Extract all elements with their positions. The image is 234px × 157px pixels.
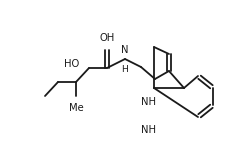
Text: OH: OH bbox=[99, 33, 115, 43]
Text: Me: Me bbox=[69, 103, 83, 113]
Text: NH: NH bbox=[140, 97, 156, 107]
Text: H: H bbox=[121, 65, 128, 74]
Text: NH: NH bbox=[140, 125, 156, 135]
Text: N: N bbox=[121, 45, 129, 55]
Text: HO: HO bbox=[64, 59, 80, 69]
